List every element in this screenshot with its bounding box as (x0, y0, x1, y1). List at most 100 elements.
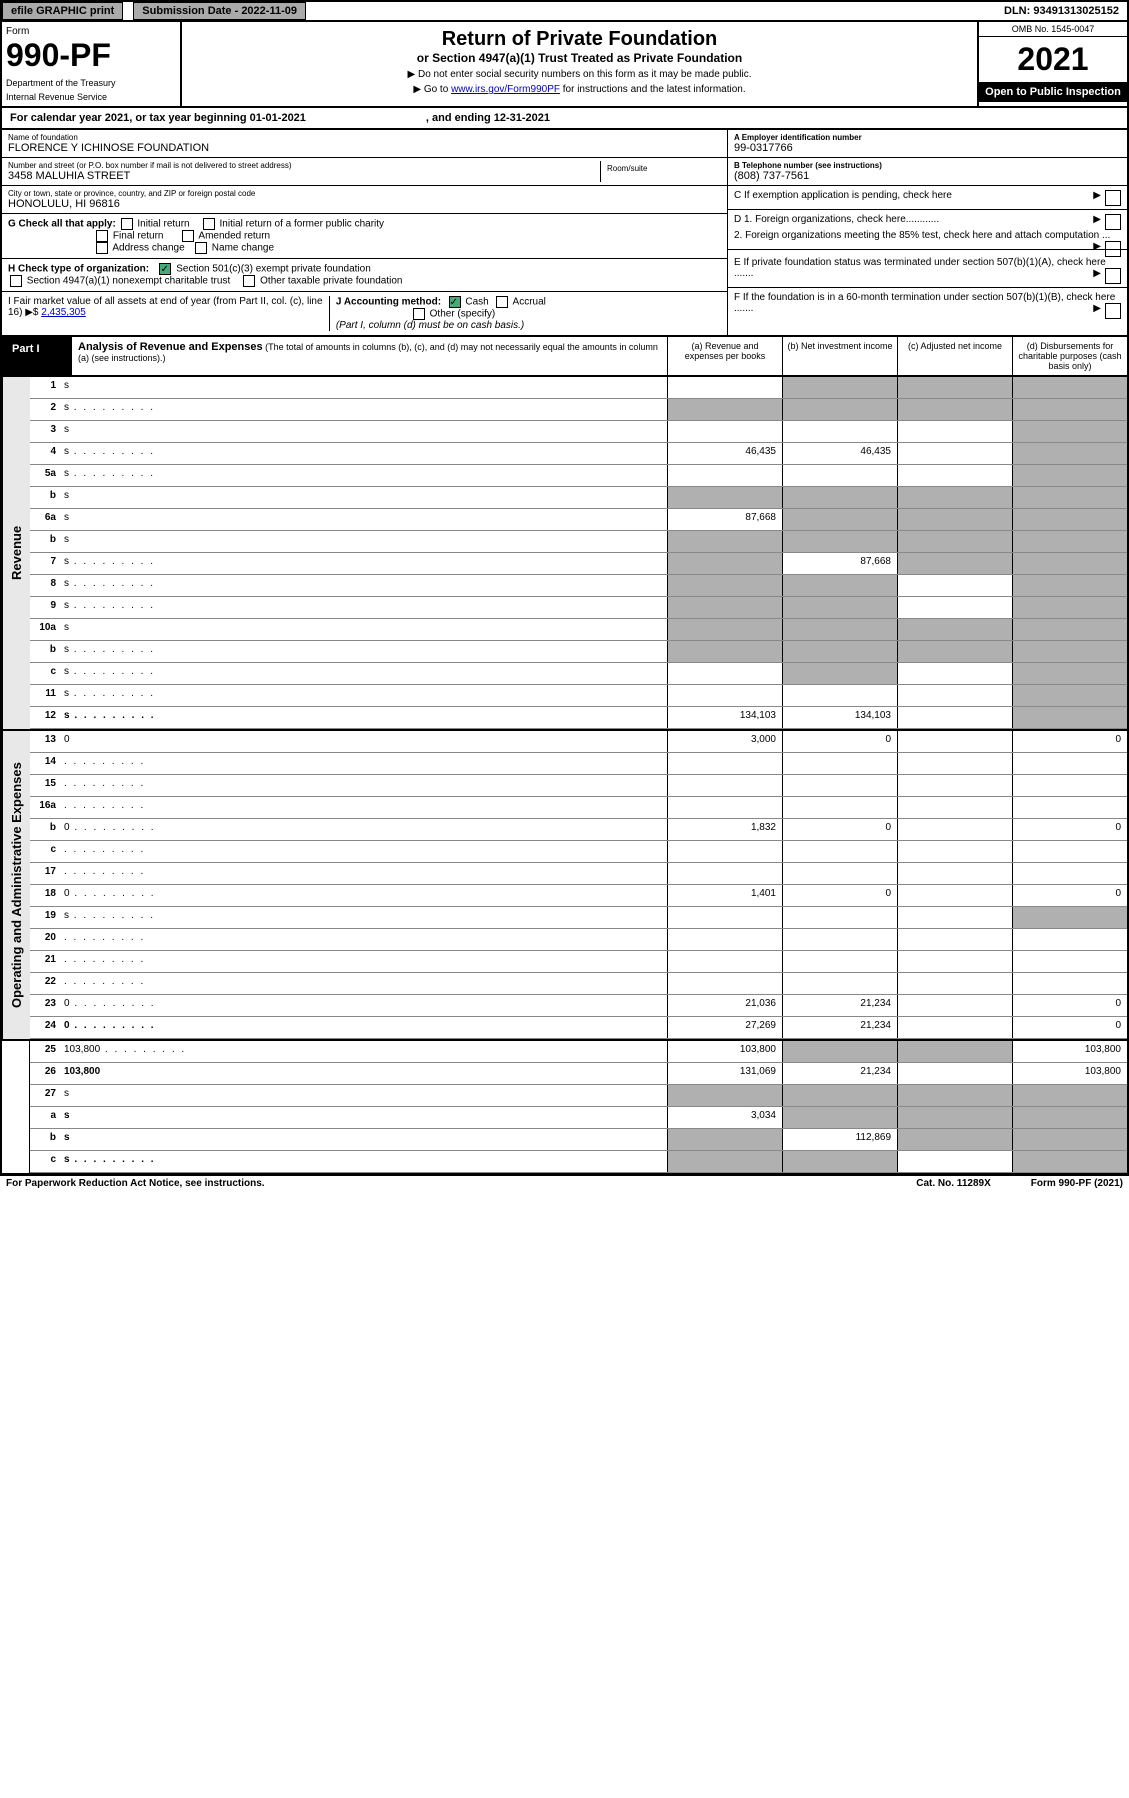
cell-col-c (897, 685, 1012, 706)
final-return-checkbox[interactable] (96, 230, 108, 242)
4947-checkbox[interactable] (10, 275, 22, 287)
paperwork-notice: For Paperwork Reduction Act Notice, see … (6, 1178, 265, 1189)
terminated-checkbox[interactable] (1105, 268, 1121, 284)
cell-col-b: 134,103 (782, 707, 897, 728)
table-row: 9s (30, 597, 1127, 619)
cell-col-b: 0 (782, 885, 897, 906)
cell-col-b (782, 509, 897, 530)
col-a-header: (a) Revenue and expenses per books (667, 337, 782, 375)
cell-col-d (1012, 421, 1127, 442)
instr2-prefix: ▶ Go to (413, 84, 451, 95)
info-block: Name of foundation FLORENCE Y ICHINOSE F… (0, 130, 1129, 337)
arrow-icon: ▶ (1093, 241, 1101, 252)
line-description: s (60, 597, 667, 618)
efile-print-button[interactable]: efile GRAPHIC print (2, 2, 123, 20)
cell-col-c (897, 1085, 1012, 1106)
initial-return-checkbox[interactable] (121, 218, 133, 230)
line-number: 14 (30, 753, 60, 774)
cell-col-c (897, 731, 1012, 752)
cell-col-d (1012, 531, 1127, 552)
summary-spacer (2, 1041, 30, 1173)
cell-col-d (1012, 973, 1127, 994)
cell-col-d (1012, 575, 1127, 596)
form-subtitle: or Section 4947(a)(1) Trust Treated as P… (188, 51, 971, 65)
table-row: 12s134,103134,103 (30, 707, 1127, 729)
cell-col-b: 21,234 (782, 1017, 897, 1038)
line-description: s (60, 685, 667, 706)
room-label: Room/suite (607, 164, 715, 173)
cell-col-c (897, 1041, 1012, 1062)
cell-col-b (782, 685, 897, 706)
table-row: 22 (30, 973, 1127, 995)
line-number: b (30, 1129, 60, 1150)
summary-table: 25103,800103,800103,80026103,800131,0692… (0, 1041, 1129, 1175)
accrual-checkbox[interactable] (496, 296, 508, 308)
line-description (60, 929, 667, 950)
other-method-checkbox[interactable] (413, 308, 425, 320)
cash-checkbox[interactable] (449, 296, 461, 308)
line-number: 24 (30, 1017, 60, 1038)
cell-col-a: 27,269 (667, 1017, 782, 1038)
form-label: Form (6, 26, 176, 37)
cell-col-d (1012, 775, 1127, 796)
cell-col-b: 46,435 (782, 443, 897, 464)
name-change-checkbox[interactable] (195, 242, 207, 254)
omb-number: OMB No. 1545-0047 (979, 22, 1127, 37)
cell-col-a: 3,000 (667, 731, 782, 752)
calendar-end: , and ending 12-31-2021 (426, 112, 550, 124)
line-number: 18 (30, 885, 60, 906)
foreign-org-checkbox[interactable] (1105, 214, 1121, 230)
cell-col-d (1012, 641, 1127, 662)
cell-col-a (667, 487, 782, 508)
irs-link[interactable]: www.irs.gov/Form990PF (451, 84, 560, 95)
line-description (60, 841, 667, 862)
cell-col-d (1012, 443, 1127, 464)
name-label: Name of foundation (8, 133, 721, 142)
g4-label: Amended return (198, 231, 270, 242)
cell-col-b (782, 1085, 897, 1106)
line-number: 19 (30, 907, 60, 928)
street-address: 3458 MALUHIA STREET (8, 170, 600, 182)
former-public-checkbox[interactable] (203, 218, 215, 230)
instr2-suffix: for instructions and the latest informat… (563, 84, 746, 95)
table-row: 21 (30, 951, 1127, 973)
amended-return-checkbox[interactable] (182, 230, 194, 242)
table-row: bs (30, 487, 1127, 509)
cell-col-a: 1,832 (667, 819, 782, 840)
line-number: c (30, 1151, 60, 1172)
city-row: City or town, state or province, country… (2, 186, 727, 214)
line-number: 2 (30, 399, 60, 420)
cell-col-a (667, 775, 782, 796)
footer: For Paperwork Reduction Act Notice, see … (0, 1175, 1129, 1191)
line-description: s (60, 1085, 667, 1106)
calendar-begin: For calendar year 2021, or tax year begi… (10, 112, 306, 124)
cell-col-d (1012, 707, 1127, 728)
other-taxable-checkbox[interactable] (243, 275, 255, 287)
line-number: 7 (30, 553, 60, 574)
cell-col-d (1012, 597, 1127, 618)
cell-col-a: 3,034 (667, 1107, 782, 1128)
h2-label: Section 4947(a)(1) nonexempt charitable … (27, 276, 230, 287)
85-test-checkbox[interactable] (1105, 241, 1121, 257)
cell-col-d (1012, 907, 1127, 928)
address-change-checkbox[interactable] (96, 242, 108, 254)
line-number: a (30, 1107, 60, 1128)
table-row: bs112,869 (30, 1129, 1127, 1151)
501c3-checkbox[interactable] (159, 263, 171, 275)
line-number: 26 (30, 1063, 60, 1084)
cell-col-a (667, 421, 782, 442)
part1-header: Part I Analysis of Revenue and Expenses … (0, 337, 1129, 377)
table-row: c (30, 841, 1127, 863)
exemption-pending-checkbox[interactable] (1105, 190, 1121, 206)
cell-col-c (897, 907, 1012, 928)
60-month-checkbox[interactable] (1105, 303, 1121, 319)
table-row: 1303,00000 (30, 731, 1127, 753)
cell-col-a (667, 863, 782, 884)
c-label: C If exemption application is pending, c… (734, 190, 952, 201)
table-row: 27s (30, 1085, 1127, 1107)
cell-col-c (897, 531, 1012, 552)
line-number: 3 (30, 421, 60, 442)
line-number: c (30, 841, 60, 862)
h3-label: Other taxable private foundation (260, 276, 402, 287)
cell-col-d (1012, 465, 1127, 486)
